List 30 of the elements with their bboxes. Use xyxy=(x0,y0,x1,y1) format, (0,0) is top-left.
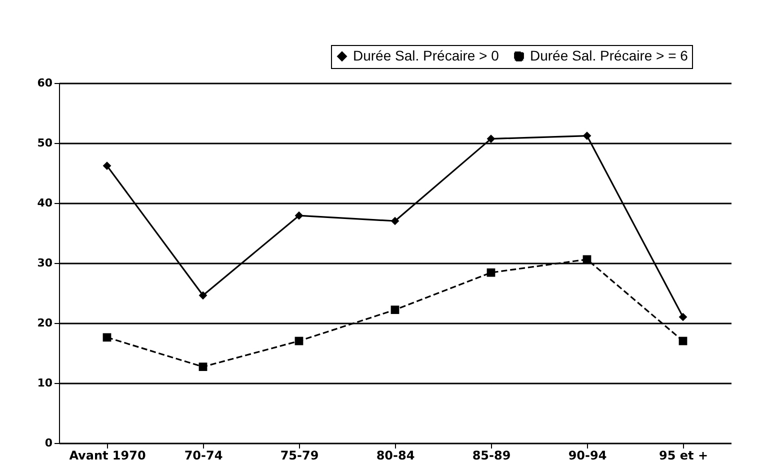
point xyxy=(198,291,208,300)
point xyxy=(102,162,112,170)
point xyxy=(198,362,208,371)
point xyxy=(294,336,304,346)
legend-label: Durée Sal. Précaire > = 6 xyxy=(530,47,688,64)
y-tick-label: 40 xyxy=(37,196,53,210)
point xyxy=(486,134,496,143)
point xyxy=(294,211,304,220)
y-tick-label: 50 xyxy=(37,136,53,150)
x-tick-label: 80-84 xyxy=(376,448,415,462)
point xyxy=(102,333,112,342)
y-tick-label: 10 xyxy=(37,376,53,390)
point xyxy=(486,268,496,277)
point xyxy=(582,132,592,140)
x-tick-label: 75-79 xyxy=(280,448,319,462)
point xyxy=(678,336,688,346)
x-tick-label: Avant 1970 xyxy=(69,448,146,462)
point xyxy=(390,216,400,226)
legend-label: Durée Sal. Précaire > 0 xyxy=(353,47,500,64)
point xyxy=(582,255,592,264)
x-tick-label: 90-94 xyxy=(568,448,607,462)
y-tick-label: 0 xyxy=(44,436,53,450)
point xyxy=(390,306,400,314)
y-tick-label: 20 xyxy=(37,316,53,330)
y-tick-label: 30 xyxy=(37,256,53,270)
y-tick-label: 60 xyxy=(37,76,53,90)
x-tick-label: 95 et + xyxy=(659,448,708,462)
point xyxy=(678,312,688,322)
x-tick-label: 85-89 xyxy=(472,448,511,462)
x-tick-label: 70-74 xyxy=(184,448,223,462)
